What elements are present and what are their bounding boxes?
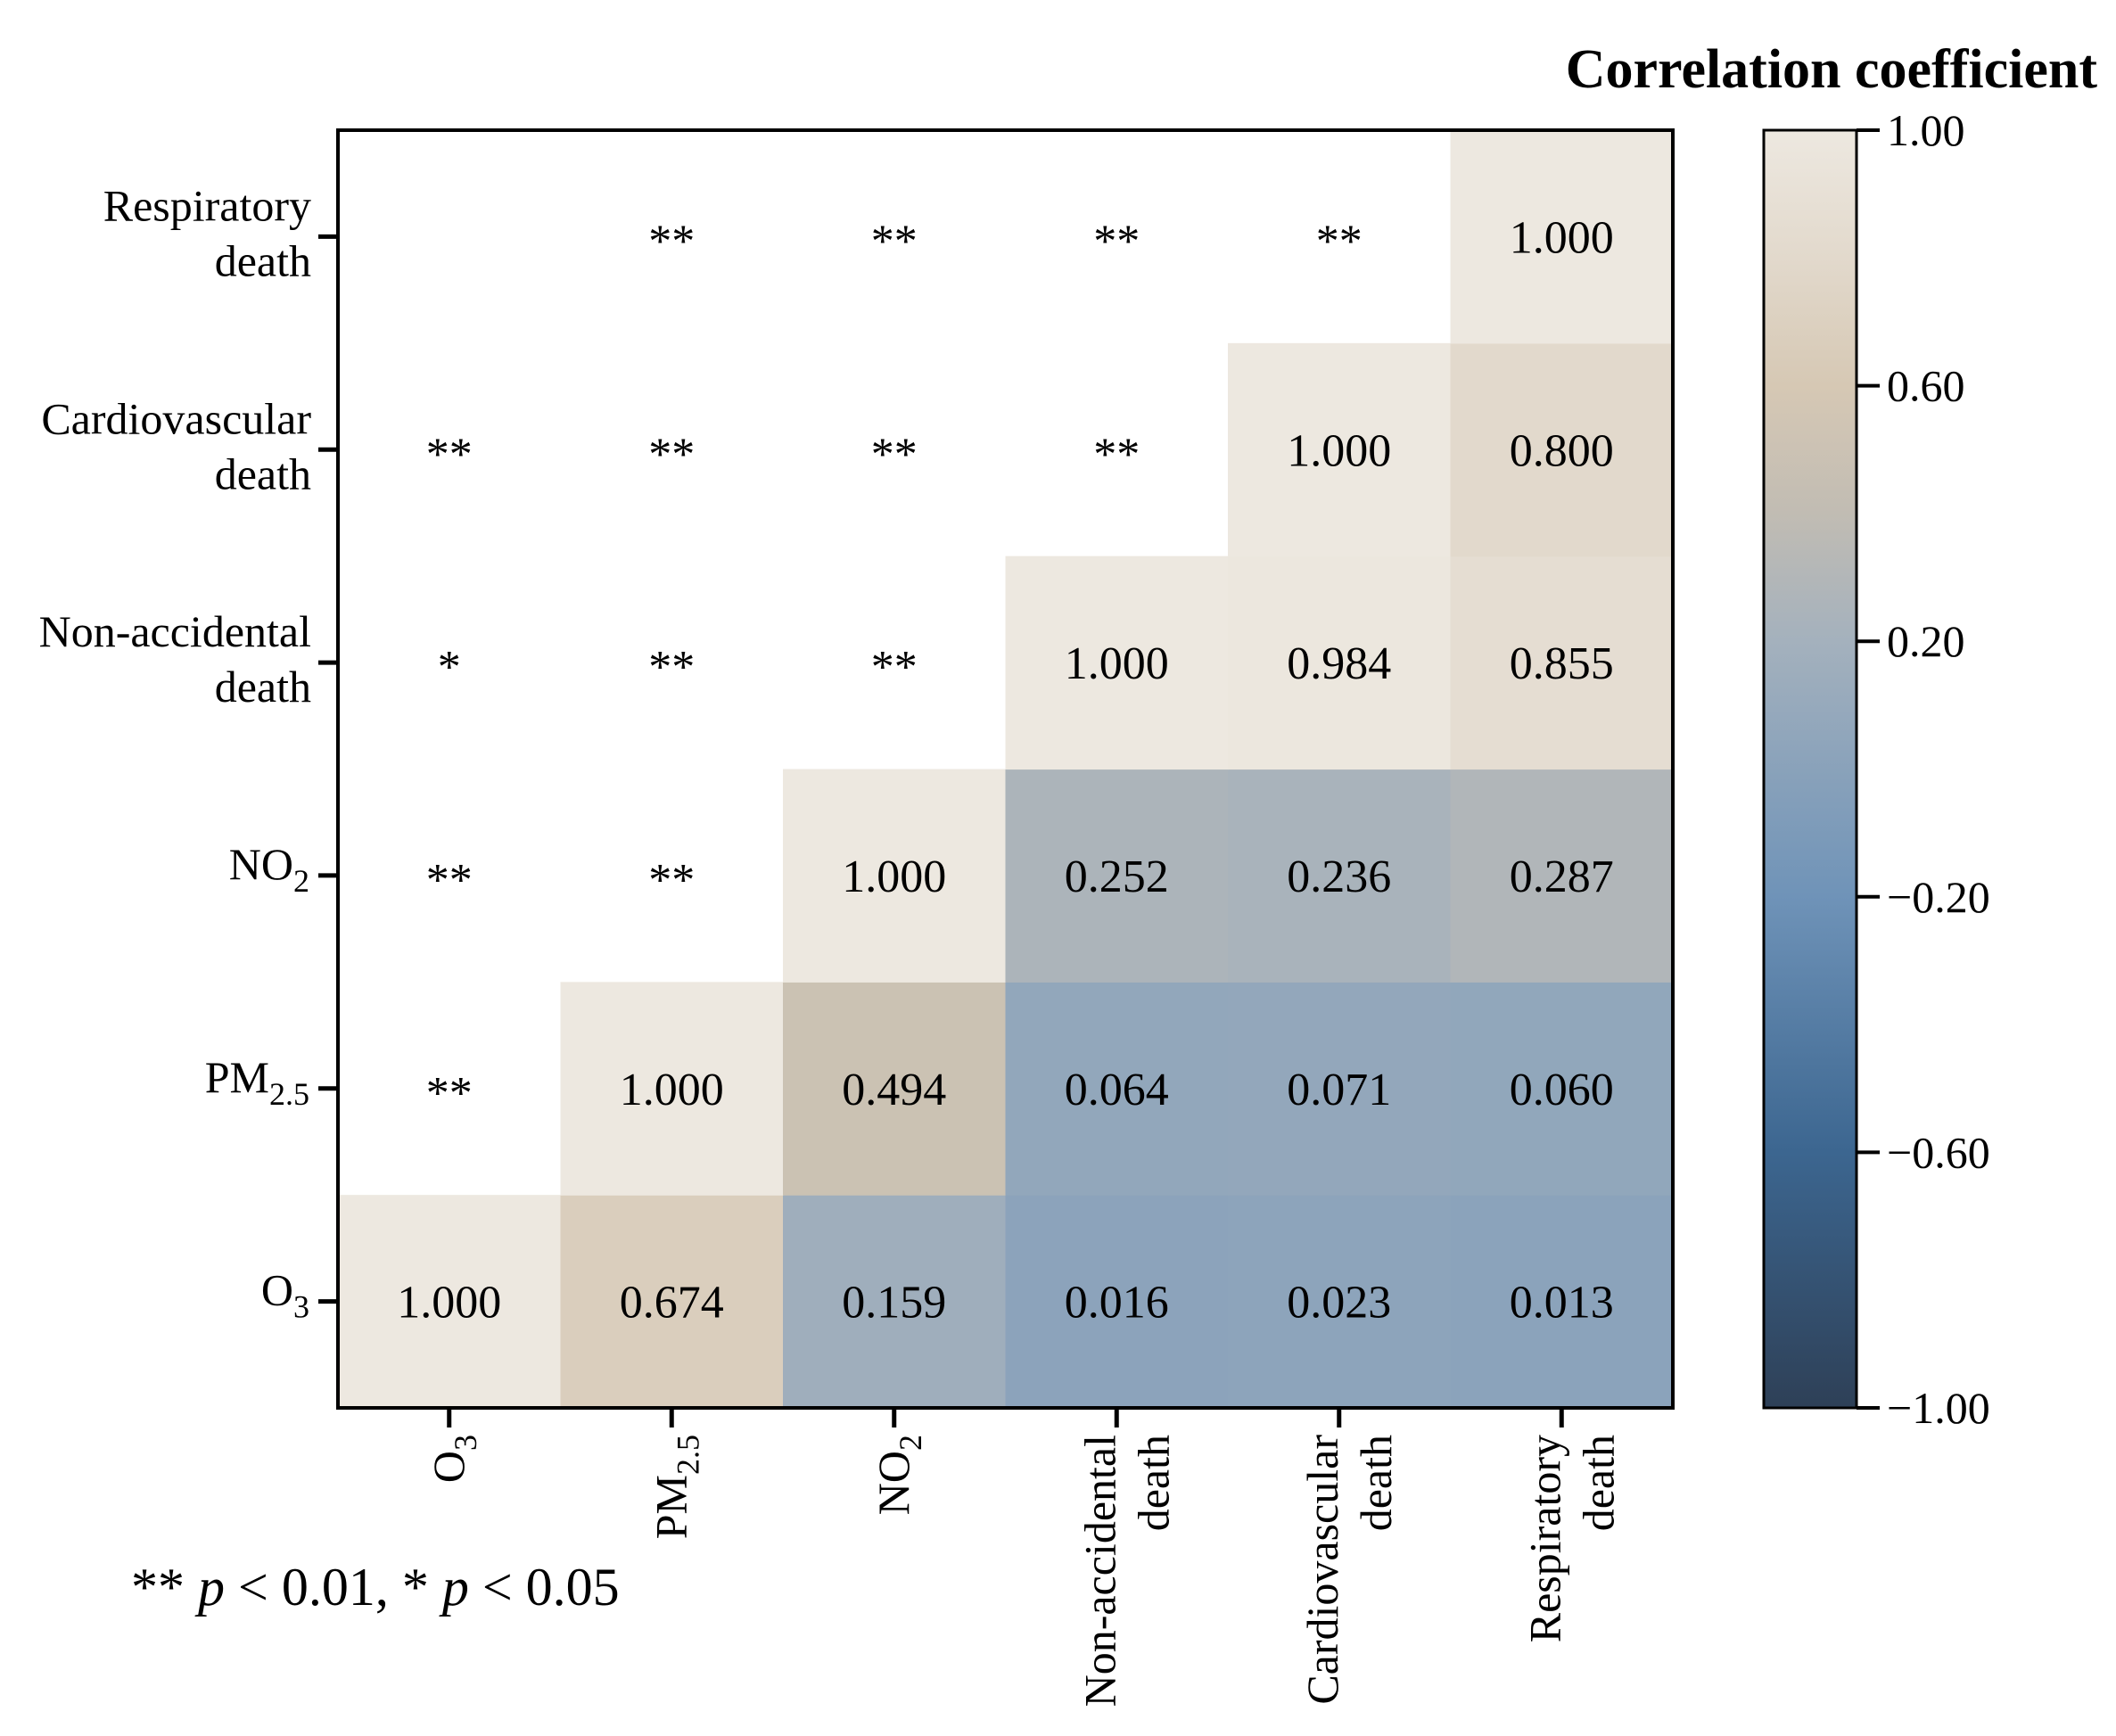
significance-mark: ** <box>871 642 918 693</box>
heatmap-cell <box>1228 555 1452 770</box>
cell-value-label: 0.023 <box>1287 1278 1391 1329</box>
heatmap-cell <box>1228 982 1452 1196</box>
heatmap-cell-labels: 1.000 0.674 0.159 0.016 0.023 0.013 1.000 0.494… <box>397 212 1614 1328</box>
heatmap-cell <box>1228 769 1452 983</box>
cell-value-label: 0.060 <box>1510 1065 1614 1115</box>
significance-marks: ************************* ** <box>426 216 1363 1118</box>
significance-mark: ** <box>648 855 695 906</box>
cell-value-label: 0.236 <box>1287 852 1391 902</box>
significance-mark: ** <box>871 429 918 480</box>
colorbar-tick-label: 0.60 <box>1887 361 1965 411</box>
x-tick-label: death <box>1573 1435 1623 1531</box>
x-tick-label: death <box>1351 1435 1401 1531</box>
footnote-part: p <box>194 1558 225 1617</box>
x-tick-label: Respiratory <box>1519 1435 1569 1642</box>
colorbar-tick-label: −0.20 <box>1887 872 1990 922</box>
heatmap-cell <box>560 1195 784 1409</box>
significance-mark: ** <box>426 429 473 480</box>
significance-mark: ** <box>648 216 695 267</box>
cell-value-label: 0.800 <box>1510 425 1614 476</box>
heatmap-cell <box>783 769 1007 983</box>
plot-frame <box>336 128 1675 1410</box>
y-tick-label: death <box>215 448 311 498</box>
cell-value-label: 0.855 <box>1510 638 1614 689</box>
y-tick-label: O3 <box>261 1265 309 1325</box>
colorbar-gradient <box>1762 128 1858 1410</box>
cell-value-label: 0.984 <box>1287 638 1391 689</box>
cell-value-label: 1.000 <box>620 1065 724 1115</box>
cell-value-label: 1.000 <box>1510 212 1614 263</box>
cell-value-label: 1.000 <box>1065 638 1169 689</box>
heatmap-cell <box>1450 769 1674 983</box>
heatmap-cell <box>1228 342 1452 557</box>
colorbar: 1.00 0.60 0.20 −0.20 −0.60 −1.00 <box>1762 105 1990 1433</box>
footnote-part: ** <box>131 1558 198 1617</box>
axis-ticks <box>318 234 1564 1427</box>
heatmap-cell <box>1228 1195 1452 1409</box>
footnote-part: < 0.05 <box>469 1558 620 1617</box>
significance-mark: ** <box>648 642 695 693</box>
significance-mark: ** <box>426 855 473 906</box>
y-axis-tick-labels: RespiratorydeathCardiovasculardeathNon-a… <box>39 180 312 1324</box>
x-tick-label: death <box>1128 1435 1178 1531</box>
significance-mark: ** <box>426 1068 473 1119</box>
significance-mark: ** <box>871 216 918 267</box>
heatmap-cell <box>1450 982 1674 1196</box>
x-tick-label: O3 <box>424 1435 483 1483</box>
cell-value-label: 0.071 <box>1287 1065 1391 1115</box>
y-tick-label: death <box>215 662 311 712</box>
y-tick-label: NO2 <box>229 839 309 899</box>
y-tick-label: death <box>215 235 311 285</box>
x-tick-label: Cardiovascular <box>1297 1435 1347 1705</box>
significance-mark: ** <box>1093 216 1140 267</box>
significance-mark: ** <box>648 429 695 480</box>
colorbar-title: Correlation coefficient <box>1566 39 2098 100</box>
y-tick-label: Respiratory <box>103 180 311 230</box>
footnote-part: < 0.01, * <box>225 1558 442 1617</box>
significance-mark: ** <box>1093 429 1140 480</box>
heatmap-cell <box>783 982 1007 1196</box>
heatmap-cell <box>1005 555 1229 770</box>
heatmap-cell <box>1005 982 1229 1196</box>
x-tick-label: Non-accidental <box>1074 1435 1124 1707</box>
colorbar-tick-label: −1.00 <box>1887 1383 1990 1433</box>
footnote-part: p <box>439 1558 469 1617</box>
significance-footnote: ** p < 0.01, * p < 0.05 <box>131 1558 620 1617</box>
cell-value-label: 0.159 <box>842 1278 946 1329</box>
heatmap-cell <box>1450 130 1674 344</box>
cell-value-label: 1.000 <box>842 852 946 902</box>
heatmap-cell <box>1450 1195 1674 1409</box>
colorbar-tick-label: 1.00 <box>1887 105 1965 155</box>
heatmap-cell <box>1450 555 1674 770</box>
colorbar-tick-label: 0.20 <box>1887 616 1965 666</box>
y-tick-label: Cardiovascular <box>41 393 311 443</box>
cell-value-label: 1.000 <box>1287 425 1391 476</box>
cell-value-label: 0.674 <box>620 1278 724 1329</box>
cell-value-label: 0.494 <box>842 1065 946 1115</box>
x-tick-label: PM2.5 <box>646 1435 705 1539</box>
heatmap-cell <box>783 1195 1007 1409</box>
cell-value-label: 0.016 <box>1065 1278 1169 1329</box>
colorbar-tick-label: −0.60 <box>1887 1127 1990 1177</box>
heatmap-cell <box>1005 1195 1229 1409</box>
heatmap-cells <box>338 130 1674 1409</box>
heatmap-cell <box>1450 342 1674 557</box>
cell-value-label: 0.013 <box>1510 1278 1614 1329</box>
heatmap-cell <box>560 982 784 1196</box>
cell-value-label: 0.252 <box>1065 852 1169 902</box>
significance-mark: ** <box>1316 216 1363 267</box>
cell-value-label: 1.000 <box>397 1278 501 1329</box>
significance-mark: * <box>438 642 461 693</box>
heatmap-cell <box>338 1195 562 1409</box>
y-tick-label: PM2.5 <box>205 1052 309 1112</box>
cell-value-label: 0.064 <box>1065 1065 1169 1115</box>
heatmap-cell <box>1005 769 1229 983</box>
cell-value-label: 0.287 <box>1510 852 1614 902</box>
y-tick-label: Non-accidental <box>39 606 311 656</box>
x-tick-label: NO2 <box>869 1435 928 1515</box>
